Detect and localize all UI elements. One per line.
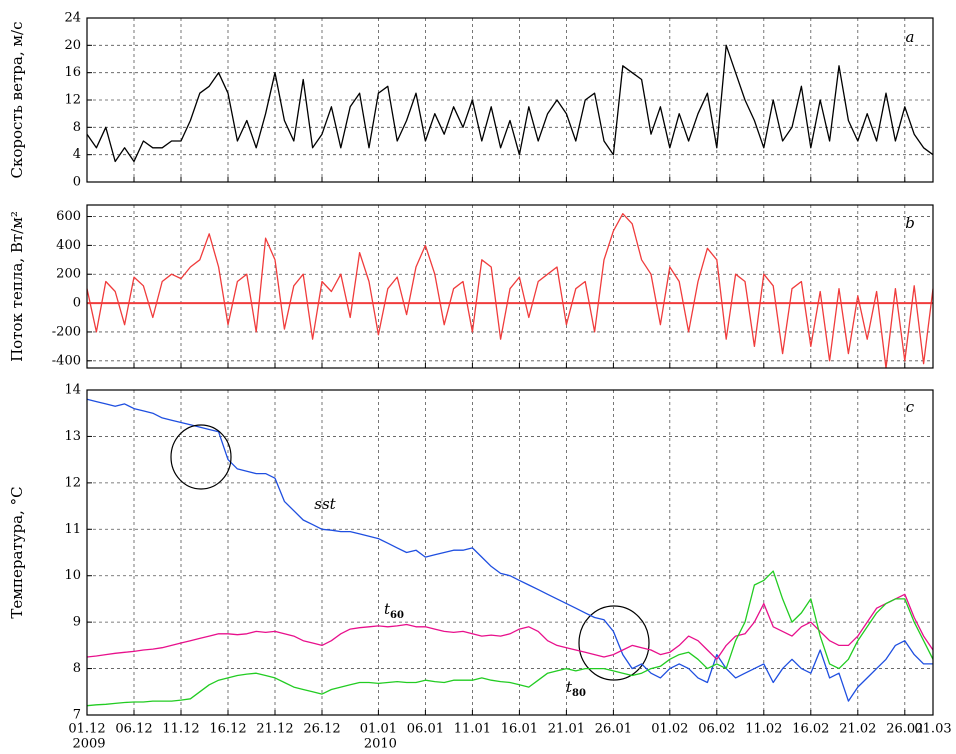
year-label: 2010 bbox=[364, 737, 397, 752]
y-tick-label: 7 bbox=[73, 708, 81, 723]
x-tick-label: 26.01 bbox=[595, 722, 632, 737]
y-tick-label: 200 bbox=[56, 267, 81, 282]
x-tick-label: 21.12 bbox=[256, 722, 293, 737]
data-line bbox=[86, 398, 933, 702]
x-tick-label: 06.02 bbox=[698, 722, 735, 737]
highlight-circle bbox=[170, 424, 232, 490]
series-label: sst bbox=[314, 495, 336, 513]
x-tick-label: 11.02 bbox=[745, 722, 782, 737]
y-tick-label: 12 bbox=[64, 475, 81, 490]
x-tick-label: 21.02 bbox=[839, 722, 876, 737]
data-line bbox=[86, 570, 934, 707]
y-tick-label: 0 bbox=[73, 175, 81, 190]
y-tick-label: 9 bbox=[73, 615, 81, 630]
x-tick-label: 01.12 bbox=[68, 722, 105, 737]
highlight-circle bbox=[578, 605, 650, 681]
series-label: t60 bbox=[384, 600, 404, 621]
y-tick-label: 13 bbox=[64, 429, 81, 444]
y-axis-label: Температура, °С bbox=[8, 486, 26, 618]
panel-letter: c bbox=[906, 398, 915, 416]
y-tick-label: 10 bbox=[64, 568, 81, 583]
x-tick-label: 01.01 bbox=[360, 722, 397, 737]
panel-letter: b bbox=[905, 214, 915, 232]
plot-frame bbox=[86, 389, 934, 716]
series-label: t80 bbox=[566, 678, 586, 699]
y-tick-label: 14 bbox=[64, 383, 81, 398]
data-line bbox=[86, 44, 934, 163]
y-axis-label: Поток тепла, Вт/м² bbox=[8, 211, 26, 362]
plot-frame bbox=[86, 17, 934, 183]
plot-frame bbox=[86, 204, 934, 369]
y-tick-label: 24 bbox=[64, 11, 81, 26]
x-tick-label: 21.01 bbox=[548, 722, 585, 737]
y-tick-label: 11 bbox=[64, 522, 81, 537]
data-line bbox=[86, 213, 934, 369]
x-tick-label: 16.01 bbox=[501, 722, 538, 737]
x-tick-label: 26.12 bbox=[303, 722, 340, 737]
x-tick-label: 06.12 bbox=[115, 722, 152, 737]
x-tick-label: 11.01 bbox=[454, 722, 491, 737]
y-axis-label: Скорость ветра, м/с bbox=[8, 22, 26, 179]
y-tick-label: -200 bbox=[52, 324, 81, 339]
y-tick-label: 12 bbox=[64, 93, 81, 108]
data-line bbox=[86, 593, 934, 660]
y-tick-label: 20 bbox=[64, 38, 81, 53]
year-label: 2009 bbox=[72, 737, 105, 752]
y-tick-label: 8 bbox=[73, 661, 81, 676]
y-tick-label: -400 bbox=[52, 353, 81, 368]
panel-letter: a bbox=[906, 28, 915, 46]
x-tick-label: 26.02 bbox=[886, 722, 923, 737]
y-tick-label: 600 bbox=[56, 209, 81, 224]
y-tick-label: 16 bbox=[64, 65, 81, 80]
y-tick-label: 4 bbox=[73, 147, 81, 162]
x-tick-label: 16.02 bbox=[792, 722, 829, 737]
x-tick-label: 01.03 bbox=[914, 722, 951, 737]
x-tick-label: 01.02 bbox=[651, 722, 688, 737]
y-tick-label: 0 bbox=[73, 296, 81, 311]
y-tick-label: 400 bbox=[56, 238, 81, 253]
x-tick-label: 06.01 bbox=[407, 722, 444, 737]
x-tick-label: 11.12 bbox=[162, 722, 199, 737]
y-tick-label: 8 bbox=[73, 120, 81, 135]
x-tick-label: 16.12 bbox=[209, 722, 246, 737]
